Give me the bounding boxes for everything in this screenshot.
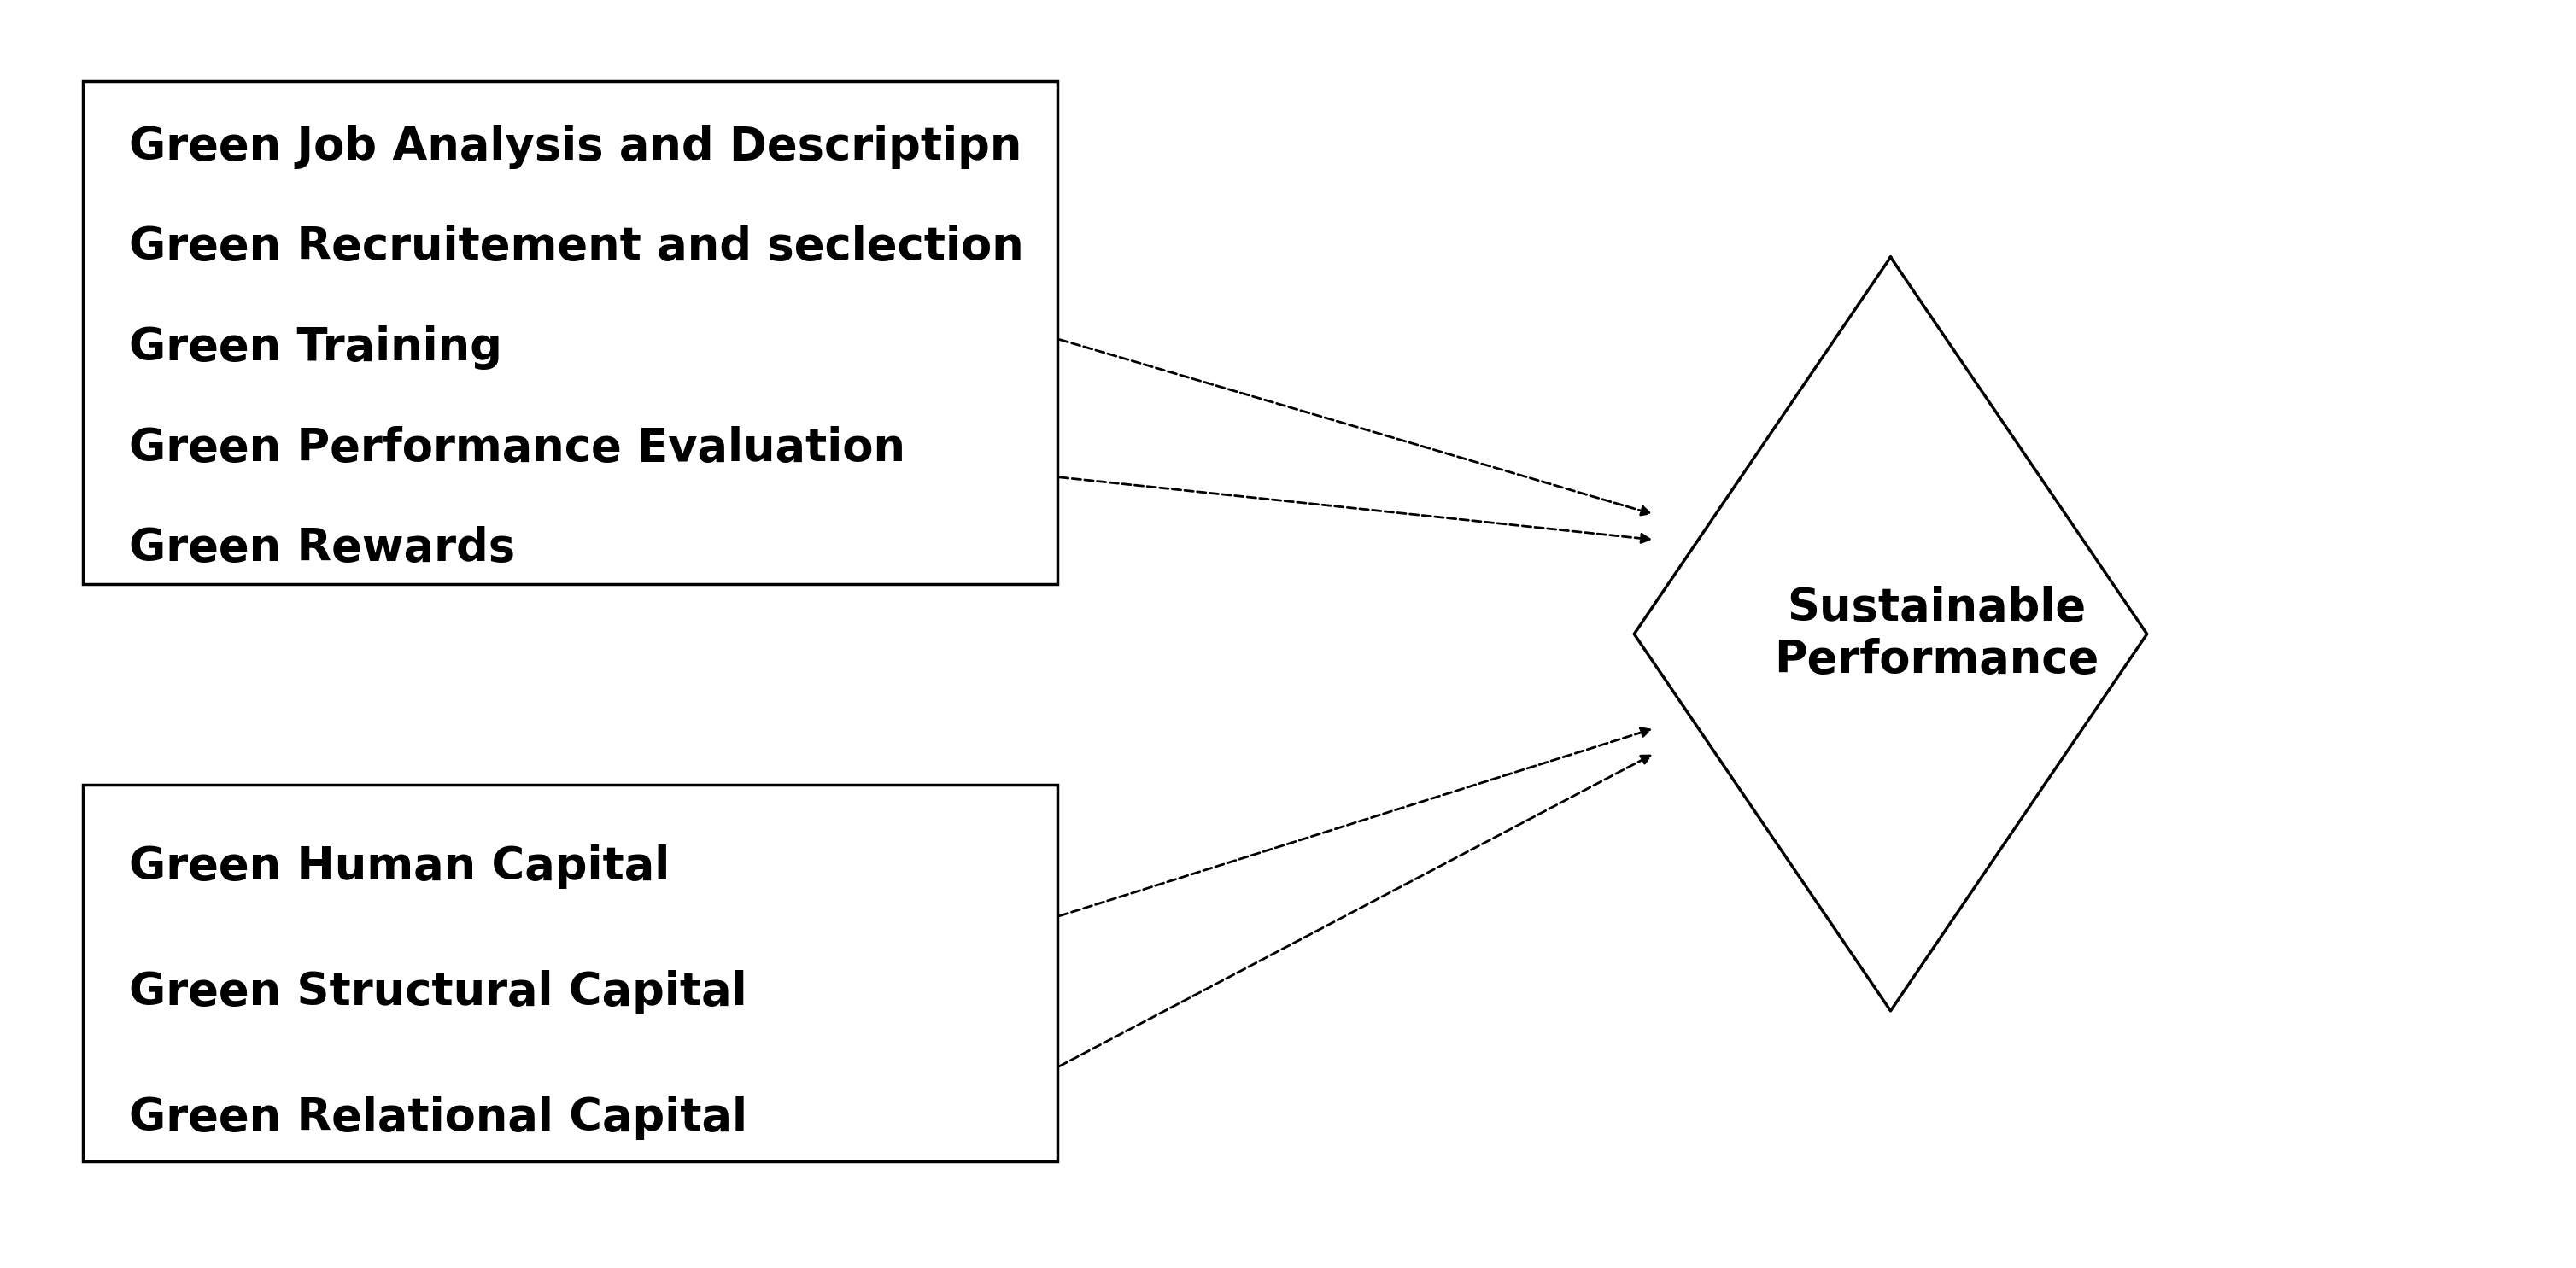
Polygon shape (1633, 257, 2146, 1011)
Text: Green Relational Capital: Green Relational Capital (129, 1096, 747, 1140)
FancyBboxPatch shape (82, 81, 1056, 583)
FancyBboxPatch shape (82, 785, 1056, 1161)
Text: Sustainable
Performance: Sustainable Performance (1775, 586, 2099, 682)
Text: Green Human Capital: Green Human Capital (129, 844, 670, 889)
Text: Green Performance Evaluation: Green Performance Evaluation (129, 426, 904, 470)
Text: Green Training: Green Training (129, 326, 502, 370)
Text: Green Rewards: Green Rewards (129, 526, 515, 571)
Text: Green Job Analysis and Descriptipn: Green Job Analysis and Descriptipn (129, 124, 1023, 169)
Text: Green Structural Capital: Green Structural Capital (129, 970, 747, 1014)
Text: Green Recruitement and seclection: Green Recruitement and seclection (129, 224, 1023, 269)
